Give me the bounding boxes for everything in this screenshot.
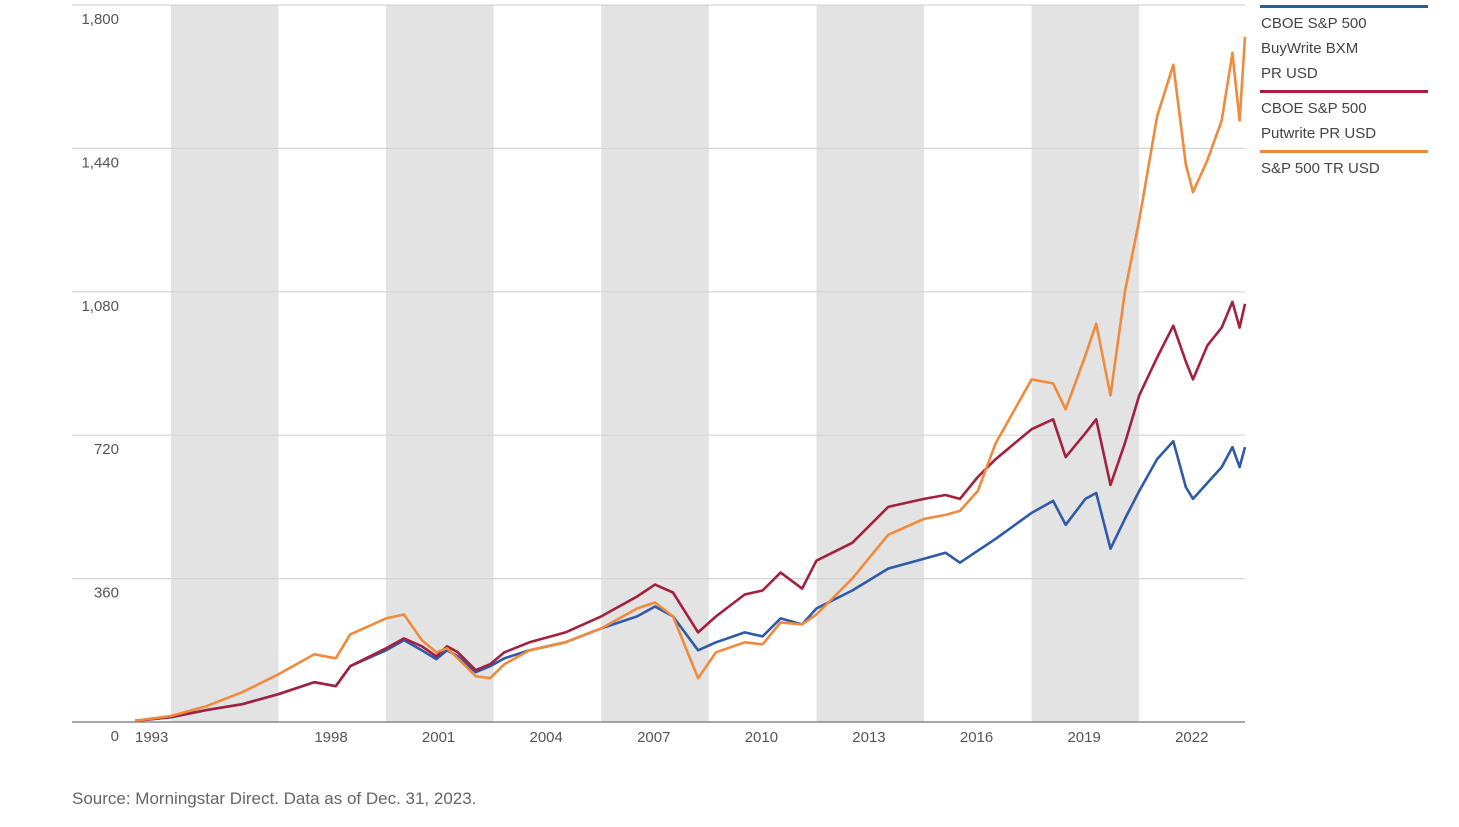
y-axis-tick-labels: 0 360 720 1,080 1,440 1,800 [81,11,119,745]
y-tick-label: 720 [94,441,119,458]
legend-swatch-2 [1260,150,1428,153]
legend-label-1: CBOE S&P 500 [1261,100,1367,117]
legend-label-0: BuyWrite BXM [1261,40,1358,57]
shaded-period-bands [170,5,1140,722]
x-tick-label: 2019 [1067,729,1100,746]
x-axis-tick-labels: 1993 1998 2001 2004 2007 2010 2013 2016 2019 2022 [135,729,1208,746]
series-line-1 [134,300,1247,723]
legend-label-1: Putwrite PR USD [1261,125,1376,142]
x-tick-label: 2013 [852,729,885,746]
legend-label-2: S&P 500 TR USD [1261,160,1380,177]
x-tick-label: 2022 [1175,729,1208,746]
x-tick-label: 1993 [135,729,168,746]
shaded-band-3 [816,5,925,722]
shaded-band-0 [170,5,279,722]
x-tick-label: 1998 [314,729,347,746]
y-tick-label: 0 [111,728,119,745]
y-gridlines [72,4,1245,580]
series-lines [134,36,1247,723]
y-tick-label: 360 [94,585,119,602]
x-tick-label: 2004 [530,729,563,746]
legend-label-0: CBOE S&P 500 [1261,15,1367,32]
y-tick-label: 1,800 [81,11,119,28]
legend: CBOE S&P 500 BuyWrite BXM PR USD CBOE S&P 5… [1260,5,1428,177]
series-line-2 [134,36,1247,723]
legend-swatch-0 [1260,5,1428,8]
shaded-band-1 [386,5,494,722]
y-tick-label: 1,440 [81,154,119,171]
shaded-band-4 [1031,5,1140,722]
legend-label-0: PR USD [1261,65,1318,82]
x-tick-label: 2016 [960,729,993,746]
source-note: Source: Morningstar Direct. Data as of D… [72,789,477,808]
x-tick-label: 2007 [637,729,670,746]
series-line-0 [134,439,1247,723]
y-tick-label: 1,080 [81,298,119,315]
x-tick-label: 2010 [745,729,778,746]
legend-swatch-1 [1260,90,1428,93]
x-tick-label: 2001 [422,729,455,746]
shaded-band-2 [601,5,709,722]
